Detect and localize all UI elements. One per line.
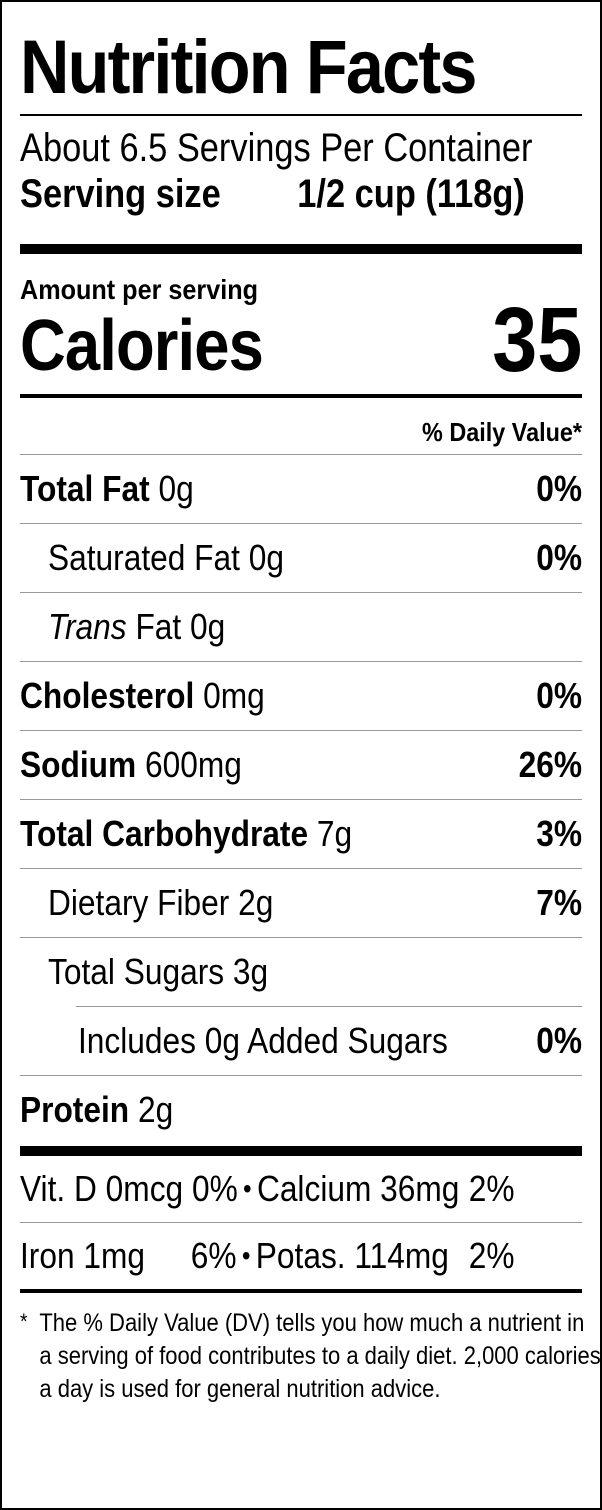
iron: Iron 1mg	[20, 1235, 146, 1276]
nutrient-dv: 0%	[536, 537, 582, 578]
divider	[76, 1006, 582, 1007]
serving-size-value: 1/2 cup (118g)	[297, 172, 525, 216]
nutrient-row-total-fat: Total Fat 0g 0%	[20, 455, 582, 523]
nutrient-dv: 26%	[518, 744, 582, 785]
nutrient-amount: 600mg	[144, 744, 242, 785]
divider	[20, 394, 582, 398]
vitamin-row-1: Vit. D 0mcg 0% • Calcium 36mg 2%	[20, 1156, 582, 1222]
nutrient-amount: 0mg	[203, 675, 265, 716]
vitamin-d: Vit. D 0mcg 0%	[20, 1168, 238, 1209]
calcium: Calcium 36mg	[256, 1168, 460, 1209]
divider	[20, 1222, 582, 1223]
footnote-star: *	[20, 1309, 28, 1334]
bullet: •	[241, 1240, 251, 1271]
nutrient-name: Saturated Fat	[48, 537, 240, 578]
nutrient-name: Fat	[135, 606, 182, 647]
thick-divider	[20, 1146, 582, 1156]
servings-per-container: About 6.5 Servings Per Container	[20, 126, 533, 170]
nutrient-amount: 0g	[190, 606, 226, 647]
bullet: •	[243, 1173, 252, 1204]
divider	[20, 937, 582, 938]
divider	[20, 592, 582, 593]
nutrient-name: Dietary Fiber	[48, 882, 230, 923]
divider	[20, 114, 582, 116]
nutrient-name: Protein	[20, 1089, 130, 1130]
daily-value-header: % Daily Value*	[422, 417, 582, 447]
nutrient-dv: 0%	[536, 468, 582, 509]
calories-row: Calories 35	[20, 294, 582, 394]
potassium: Potas. 114mg	[255, 1235, 449, 1276]
divider	[20, 661, 582, 662]
vitamin-row-2: Iron 1mg 6% • Potas. 114mg 2%	[20, 1223, 582, 1289]
nutrient-name: Total Fat	[20, 468, 150, 509]
nutrient-dv: 0%	[536, 675, 582, 716]
nutrient-row-cholesterol: Cholesterol 0mg 0%	[20, 662, 582, 730]
nutrient-amount: 2g	[238, 882, 274, 923]
nutrient-dv: 7%	[536, 882, 582, 923]
divider	[20, 799, 582, 800]
nutrient-row-sodium: Sodium 600mg 26%	[20, 731, 582, 799]
divider	[20, 730, 582, 731]
nutrient-name: Includes 0g Added Sugars	[78, 1020, 448, 1061]
nutrient-row-protein: Protein 2g	[20, 1076, 582, 1144]
divider	[20, 1075, 582, 1076]
calories-value: 35	[491, 289, 582, 391]
nutrient-dv: 3%	[536, 813, 582, 854]
nutrient-amount: 3g	[232, 951, 269, 992]
divider	[20, 868, 582, 869]
footnote-text: The % Daily Value (DV) tells you how muc…	[39, 1309, 601, 1403]
iron-dv: 6%	[190, 1235, 237, 1276]
divider	[20, 454, 582, 455]
nutrient-amount: 2g	[137, 1089, 174, 1130]
nutrient-row-total-carbohydrate: Total Carbohydrate 7g 3%	[20, 800, 582, 868]
nutrient-row-trans-fat: Trans Fat 0g	[20, 593, 582, 661]
divider	[20, 523, 582, 524]
nutrient-name: Total Carbohydrate	[20, 813, 309, 854]
thick-divider	[20, 244, 582, 254]
calories-label: Calories	[20, 306, 264, 386]
amount-per-serving: Amount per serving	[20, 274, 259, 305]
nutrient-row-added-sugars: Includes 0g Added Sugars 0%	[20, 1007, 582, 1075]
nutrient-amount: 7g	[316, 813, 353, 854]
footnote: * The % Daily Value (DV) tells you how m…	[20, 1293, 602, 1406]
nutrient-amount: 0g	[158, 468, 194, 509]
potassium-dv: 2%	[468, 1235, 515, 1276]
serving-size-label: Serving size	[20, 172, 221, 216]
label-title: Nutrition Facts	[20, 25, 477, 110]
nutrient-name: Cholesterol	[20, 675, 195, 716]
calcium-dv: 2%	[468, 1168, 515, 1209]
nutrient-amount: 0g	[248, 537, 285, 578]
divider	[20, 1289, 582, 1293]
nutrient-row-dietary-fiber: Dietary Fiber 2g 7%	[20, 869, 582, 937]
nutrient-dv: 0%	[536, 1020, 582, 1061]
serving-size: Serving size 1/2 cup (118g)	[20, 170, 585, 244]
nutrient-name: Total Sugars	[48, 951, 225, 992]
nutrient-row-saturated-fat: Saturated Fat 0g 0%	[20, 524, 582, 592]
nutrient-name-italic: Trans	[48, 606, 127, 647]
nutrient-name: Sodium	[20, 744, 137, 785]
nutrient-row-total-sugars: Total Sugars 3g	[20, 938, 582, 1006]
